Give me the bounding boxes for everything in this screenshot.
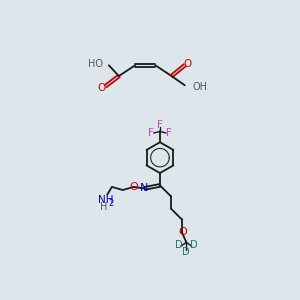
Text: F: F xyxy=(148,128,154,138)
Text: O: O xyxy=(184,59,192,69)
Text: D: D xyxy=(190,240,198,250)
Text: OH: OH xyxy=(193,82,208,92)
Text: O: O xyxy=(179,226,188,237)
Text: NH: NH xyxy=(98,195,113,205)
Text: 2: 2 xyxy=(109,199,114,208)
Text: D: D xyxy=(182,247,190,256)
Text: HO: HO xyxy=(88,59,103,69)
Text: F: F xyxy=(166,128,171,138)
Text: D: D xyxy=(175,240,182,250)
Text: H: H xyxy=(100,202,108,212)
Text: O: O xyxy=(129,182,138,192)
Text: O: O xyxy=(98,82,106,93)
Text: F: F xyxy=(157,120,163,130)
Text: N: N xyxy=(140,184,148,194)
